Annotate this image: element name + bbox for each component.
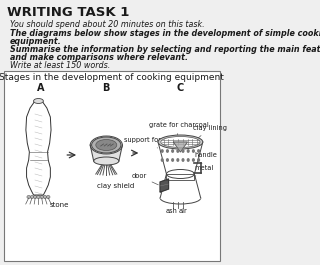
Ellipse shape	[160, 192, 201, 204]
Ellipse shape	[37, 196, 40, 198]
Ellipse shape	[30, 196, 34, 198]
Circle shape	[172, 159, 173, 161]
Ellipse shape	[27, 196, 30, 198]
Text: B: B	[103, 83, 110, 93]
Circle shape	[177, 159, 179, 161]
Ellipse shape	[161, 136, 200, 148]
Text: and make comparisons where relevant.: and make comparisons where relevant.	[10, 52, 188, 61]
Polygon shape	[160, 179, 169, 192]
Circle shape	[161, 150, 163, 152]
Text: clay lining: clay lining	[193, 125, 227, 138]
Ellipse shape	[43, 196, 47, 198]
Text: handle: handle	[195, 152, 217, 164]
Bar	[4, 71, 220, 261]
Circle shape	[172, 150, 173, 152]
Circle shape	[177, 150, 179, 152]
Ellipse shape	[40, 196, 44, 198]
Circle shape	[198, 150, 199, 152]
Ellipse shape	[34, 99, 43, 104]
Ellipse shape	[166, 170, 195, 179]
Text: grate for charcoal: grate for charcoal	[149, 122, 209, 137]
Text: door: door	[132, 173, 158, 185]
Text: support for pot: support for pot	[124, 137, 175, 148]
Text: Write at least 150 words.: Write at least 150 words.	[10, 61, 110, 70]
Circle shape	[198, 159, 199, 161]
Circle shape	[188, 159, 189, 161]
Circle shape	[182, 159, 184, 161]
Ellipse shape	[90, 136, 122, 154]
Ellipse shape	[96, 139, 117, 151]
Text: You should spend about 20 minutes on this task.: You should spend about 20 minutes on thi…	[10, 20, 204, 29]
Ellipse shape	[34, 196, 37, 198]
Text: Summarise the information by selecting and reporting the main features,: Summarise the information by selecting a…	[10, 45, 320, 54]
Polygon shape	[26, 100, 51, 195]
Ellipse shape	[94, 157, 119, 165]
Polygon shape	[173, 142, 188, 152]
Ellipse shape	[92, 137, 121, 153]
Circle shape	[193, 159, 194, 161]
Text: stone: stone	[50, 202, 69, 208]
Text: equipment.: equipment.	[10, 37, 61, 46]
Text: metal: metal	[195, 165, 214, 177]
Circle shape	[167, 150, 168, 152]
Polygon shape	[160, 174, 201, 198]
Circle shape	[161, 159, 163, 161]
Text: ash: ash	[166, 208, 178, 214]
Ellipse shape	[46, 196, 50, 198]
Text: WRITING TASK 1: WRITING TASK 1	[7, 6, 129, 19]
Text: clay shield: clay shield	[97, 183, 134, 189]
Text: Stages in the development of cooking equipment: Stages in the development of cooking equ…	[0, 73, 224, 82]
Polygon shape	[158, 142, 203, 174]
Text: C: C	[177, 83, 184, 93]
Text: air: air	[178, 208, 187, 214]
Circle shape	[193, 150, 194, 152]
Circle shape	[182, 150, 184, 152]
Polygon shape	[90, 145, 122, 161]
Text: The diagrams below show stages in the development of simple cooking: The diagrams below show stages in the de…	[10, 29, 320, 38]
Circle shape	[167, 159, 168, 161]
Ellipse shape	[158, 135, 203, 149]
Circle shape	[188, 150, 189, 152]
Text: A: A	[37, 83, 44, 93]
